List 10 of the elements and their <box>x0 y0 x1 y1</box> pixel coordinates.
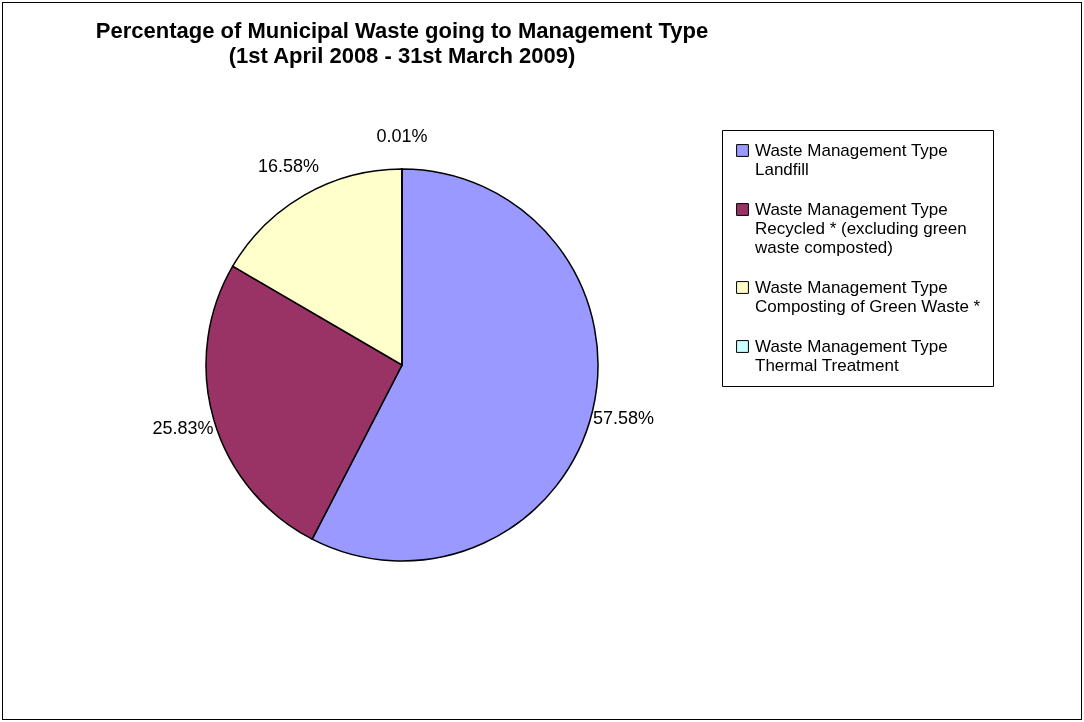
chart-title: Percentage of Municipal Waste going to Management Type <box>95 18 709 43</box>
legend-label: Waste Management Type Landfill <box>755 140 948 179</box>
data-label: 0.01% <box>376 126 428 146</box>
data-label: 57.58% <box>593 407 655 428</box>
legend-label: Waste Management Type Composting of Green Waste * <box>755 277 981 316</box>
data-label: 16.58% <box>257 156 319 177</box>
legend-label: Waste Management Type Thermal Treatment <box>755 336 948 375</box>
legend-label: Waste Management Type Recycled * (excluding green waste composted) <box>754 199 967 257</box>
chart-subtitle: (1st April 2008 - 31st March 2009) <box>228 43 576 68</box>
data-label: 25.83% <box>152 417 214 438</box>
